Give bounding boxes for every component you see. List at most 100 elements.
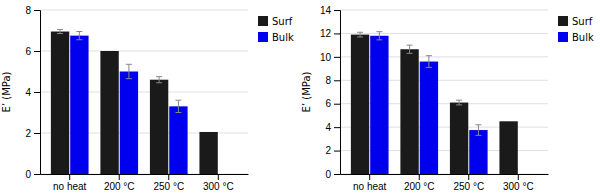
error-bar-line: [128, 64, 129, 78]
bar: [450, 103, 468, 174]
tick: 8: [325, 75, 340, 86]
tick-label: no heat: [353, 181, 387, 192]
tick-label: 200 °C: [404, 181, 435, 192]
axis-line: [41, 174, 249, 175]
tick: 4: [325, 122, 340, 133]
error-bar-line: [79, 32, 80, 40]
tick-label: no heat: [53, 181, 87, 192]
tick-mark: [419, 174, 420, 180]
tick-label: 6: [25, 46, 31, 57]
tick: 300 °C: [503, 174, 534, 192]
tick-label: 200 °C: [104, 181, 135, 192]
error-bar: [175, 100, 181, 112]
grid: [40, 10, 248, 174]
error-bar: [407, 45, 413, 53]
tick-mark: [334, 80, 340, 81]
error-bar-line: [409, 45, 410, 53]
error-bar-line: [357, 32, 363, 33]
error-bar-line: [175, 100, 181, 101]
tick-label: 12: [320, 28, 332, 39]
tick-label: 2: [325, 145, 331, 156]
error-bar-line: [126, 64, 132, 65]
tick: 6: [25, 46, 40, 57]
bar: [169, 106, 187, 174]
axis-title: E’ (MPa): [301, 72, 312, 113]
legend-item: Surf: [558, 16, 593, 27]
grid-line: [40, 10, 248, 11]
error-bar: [156, 77, 162, 83]
tick-label: 8: [25, 5, 31, 16]
tick: 12: [320, 28, 340, 39]
legend-swatch: [558, 32, 568, 42]
error-bar: [475, 125, 481, 136]
error-bar-line: [376, 31, 382, 32]
tick-mark: [119, 174, 120, 180]
tick: 2: [25, 128, 40, 139]
tick-label: 300 °C: [203, 181, 234, 192]
bar: [420, 62, 438, 174]
tick: 0: [25, 169, 40, 180]
tick-label: 4: [325, 122, 331, 133]
error-bar-line: [156, 82, 162, 83]
legend-label: Surf: [572, 16, 593, 27]
error-bar-line: [126, 78, 132, 79]
legend-swatch: [258, 32, 268, 42]
tick-mark: [334, 33, 340, 34]
tick-mark: [218, 174, 219, 180]
bar: [120, 72, 138, 175]
legend: Surf Bulk: [558, 16, 594, 43]
tick-mark: [34, 174, 40, 175]
tick-mark: [34, 51, 40, 52]
tick: 8: [25, 5, 40, 16]
tick-mark: [34, 133, 40, 134]
error-bar-line: [360, 32, 361, 37]
tick-label: 250 °C: [453, 181, 484, 192]
error-bar-line: [459, 100, 460, 105]
legend: SurfBulk: [258, 16, 294, 43]
tick-mark: [369, 174, 370, 180]
error-bar-line: [178, 100, 179, 112]
tick: 200 °C: [104, 174, 135, 192]
error-bar: [57, 29, 63, 33]
error-bar-line: [407, 45, 413, 46]
tick: 10: [320, 52, 340, 63]
bar: [499, 121, 517, 174]
error-bar-line: [60, 29, 61, 33]
error-bar-line: [426, 55, 432, 56]
error-bar-line: [407, 53, 413, 54]
error-bar: [76, 32, 82, 40]
error-bar: [376, 32, 382, 40]
tick-mark: [34, 92, 40, 93]
bar: [199, 132, 217, 174]
error-bar: [357, 32, 363, 37]
legend-item: Bulk: [558, 32, 594, 43]
legend-label: Surf: [272, 16, 293, 27]
tick-mark: [168, 174, 169, 180]
error-bar: [426, 56, 432, 68]
error-bar-line: [456, 104, 462, 105]
tick-mark: [34, 10, 40, 11]
plot-area: [51, 29, 218, 174]
axis-title: E’ (MPa): [1, 72, 12, 113]
tick-mark: [334, 104, 340, 105]
legend-swatch: [558, 16, 568, 26]
tick: no heat: [53, 174, 87, 192]
tick-mark: [69, 174, 70, 180]
tick: 250 °C: [453, 174, 484, 192]
tick-label: 2: [25, 128, 31, 139]
error-bar-line: [76, 31, 82, 32]
bar: [150, 80, 168, 174]
error-bar: [456, 100, 462, 105]
legend-label: Bulk: [572, 32, 594, 43]
tick: no heat: [353, 174, 387, 192]
error-bar-line: [456, 100, 462, 101]
error-bar-line: [376, 39, 382, 40]
grid: [340, 10, 548, 174]
y-axis: 02468: [25, 5, 40, 180]
tick-mark: [334, 10, 340, 11]
bar: [70, 36, 88, 174]
tick-mark: [518, 174, 519, 180]
error-bar-line: [428, 56, 429, 68]
error-bar-line: [475, 135, 481, 136]
x-axis: no heat 200 °C 250 °C 300 °C: [341, 174, 549, 192]
